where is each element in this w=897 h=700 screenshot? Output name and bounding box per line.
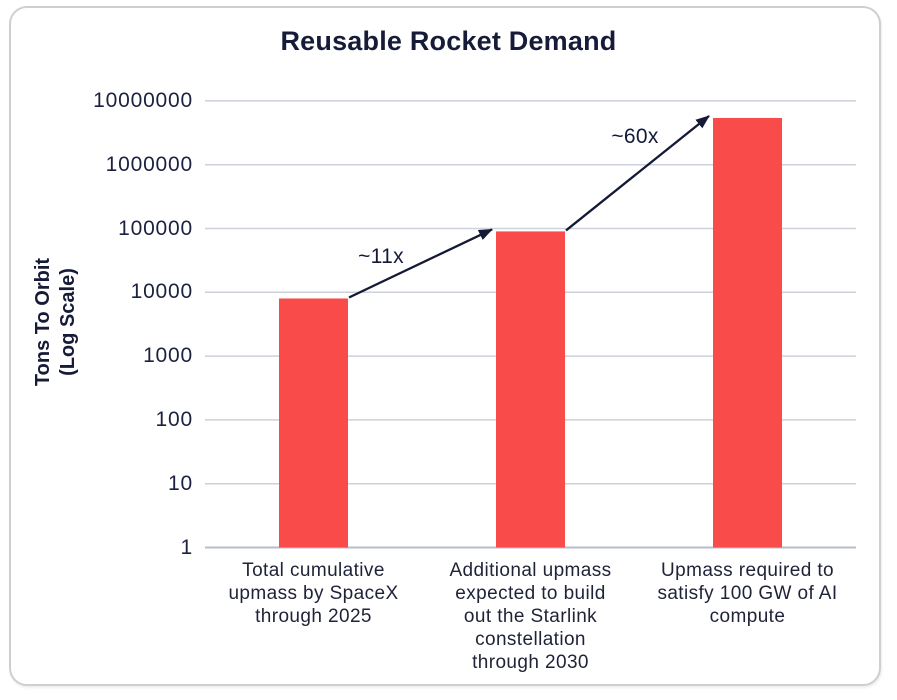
growth-arrow (565, 115, 710, 232)
bar (279, 298, 348, 548)
chart-title: Reusable Rocket Demand (280, 26, 617, 56)
y-tick-label: 100000 (118, 216, 193, 240)
bar (496, 231, 565, 548)
x-category-label: Total cumulative upmass by SpaceX through … (228, 560, 399, 627)
y-tick-label: 10 (168, 471, 193, 495)
bar (713, 117, 782, 548)
growth-arrows (348, 115, 710, 299)
x-category-label: Additional upmass expected to build out th… (449, 560, 612, 673)
y-tick-label: 10000000 (93, 88, 193, 112)
y-tick-label: 10000 (130, 280, 193, 304)
y-tick-label: 1000 (143, 344, 193, 368)
annotation-label: ~60x (611, 125, 659, 148)
y-tick-label: 100 (155, 407, 193, 431)
annotation-label: ~11x (358, 245, 404, 268)
y-tick-label: 1000000 (105, 152, 193, 176)
bars (279, 117, 782, 548)
growth-arrow (348, 228, 493, 299)
y-tick-label: 1 (180, 535, 193, 559)
x-category-label: Upmass required to satisfy 100 GW of AI co… (657, 560, 838, 627)
